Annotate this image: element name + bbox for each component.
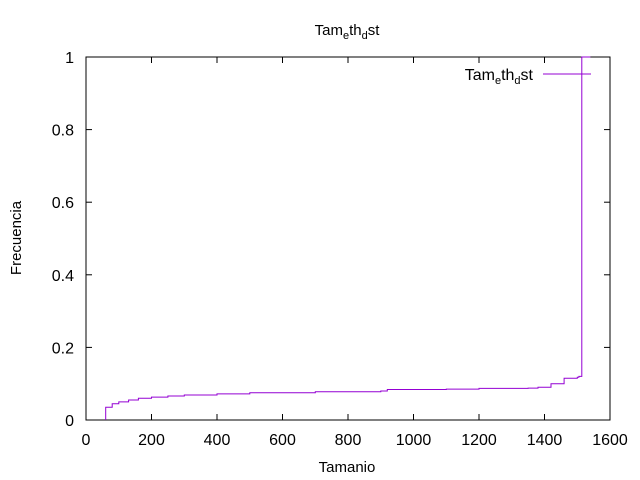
x-tick-label: 400	[204, 432, 231, 449]
x-tick-label: 600	[269, 432, 296, 449]
y-tick-label: 0.2	[52, 340, 74, 357]
x-tick-label: 1600	[592, 432, 628, 449]
ticks-layer: 0 200 400 600 800 1000 1200 1400 1600 0 0.2 0.4 0.6 0…	[52, 50, 628, 449]
y-axis-title: Frecuencia	[8, 200, 25, 275]
x-tick-label: 200	[138, 432, 165, 449]
x-tick-label: 1400	[527, 432, 563, 449]
y-tick-label: 0.6	[52, 195, 74, 212]
x-tick-label: 800	[335, 432, 362, 449]
y-tick-label: 0.8	[52, 123, 74, 140]
legend: Tamethdst	[465, 67, 591, 87]
x-tick-label: 1200	[461, 432, 497, 449]
chart-title: Tamethdst	[315, 22, 381, 42]
y-tick-label: 1	[65, 50, 74, 67]
plot-frame	[85, 56, 611, 421]
y-tick-label: 0.4	[52, 268, 74, 285]
x-tick-label: 1000	[396, 432, 432, 449]
x-tick-label: 0	[82, 432, 91, 449]
x-axis-title: Tamanio	[319, 459, 376, 476]
y-tick-label: 0	[65, 413, 74, 430]
series-layer	[105, 56, 591, 420]
svg-text:Tamethdst: Tamethdst	[315, 22, 381, 42]
legend-label: Tamethdst	[465, 67, 534, 87]
series-line	[105, 56, 591, 420]
